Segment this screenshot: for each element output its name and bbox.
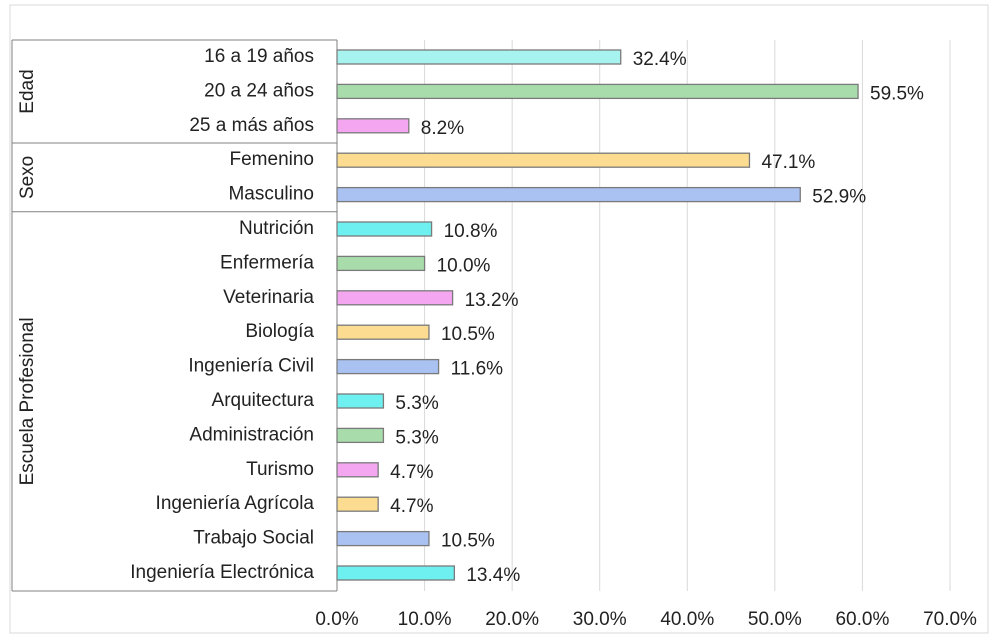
bar — [336, 565, 455, 581]
value-label: 10.5% — [441, 531, 495, 552]
category-label: Ingeniería Civil — [188, 356, 314, 377]
value-label: 4.7% — [390, 496, 433, 517]
category-label: Trabajo Social — [193, 528, 314, 549]
bar — [336, 462, 379, 478]
value-label: 47.1% — [761, 152, 815, 173]
bar — [336, 83, 859, 100]
bar — [336, 49, 622, 65]
x-tick-label: 30.0% — [573, 609, 627, 630]
category-label: 20 a 24 años — [204, 80, 314, 101]
category-label: Nutrición — [239, 218, 314, 239]
chart-frame — [9, 4, 989, 634]
value-label: 59.5% — [870, 83, 924, 104]
value-label: 4.7% — [390, 462, 433, 483]
x-tick-label: 50.0% — [748, 609, 802, 630]
value-label: 13.2% — [465, 290, 519, 311]
x-tick-label: 70.0% — [923, 609, 977, 630]
bar — [336, 255, 426, 272]
category-label: Turismo — [246, 459, 314, 480]
category-label: Administración — [189, 424, 314, 445]
category-label: Femenino — [230, 149, 315, 170]
bar — [336, 427, 385, 444]
category-label: Masculino — [228, 184, 314, 205]
value-label: 10.0% — [437, 255, 491, 276]
value-label: 11.6% — [451, 359, 504, 380]
value-label: 13.4% — [466, 565, 520, 586]
value-label: 52.9% — [812, 187, 866, 208]
bar — [336, 118, 410, 134]
value-label: 32.4% — [633, 49, 687, 70]
bar — [336, 290, 454, 306]
category-label: 25 a más años — [189, 115, 314, 136]
category-label: 16 a 19 años — [204, 46, 314, 67]
value-label: 10.5% — [441, 324, 495, 345]
value-label: 5.3% — [395, 393, 438, 414]
bar — [336, 186, 801, 203]
bar — [336, 496, 379, 512]
group-label: Edad — [17, 69, 38, 113]
x-tick-label: 10.0% — [398, 609, 452, 630]
value-label: 5.3% — [395, 427, 438, 448]
x-tick-label: 0.0% — [315, 609, 358, 630]
category-label: Ingeniería Agrícola — [156, 493, 315, 514]
x-tick-label: 20.0% — [485, 609, 539, 630]
category-label: Ingeniería Electrónica — [130, 562, 314, 583]
x-tick-label: 60.0% — [835, 609, 889, 630]
value-label: 10.8% — [444, 221, 498, 242]
bar — [336, 530, 430, 547]
bar — [336, 324, 430, 340]
value-label: 8.2% — [421, 118, 464, 139]
x-tick-label: 40.0% — [660, 609, 714, 630]
group-label: Sexo — [17, 156, 38, 199]
category-label: Enfermería — [220, 252, 314, 273]
bar — [336, 358, 440, 375]
bar — [336, 221, 433, 237]
category-label: Veterinaria — [223, 287, 314, 308]
bar — [336, 152, 751, 168]
bar — [336, 393, 385, 409]
category-label: Biología — [245, 321, 314, 342]
category-label: Arquitectura — [212, 390, 315, 411]
group-label: Escuela Profesional — [17, 317, 38, 485]
